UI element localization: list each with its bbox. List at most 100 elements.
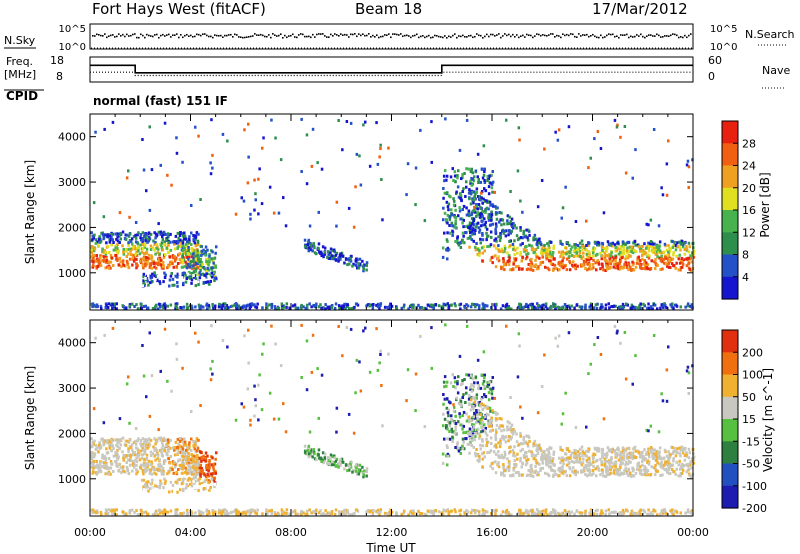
power-cell	[294, 306, 298, 310]
power-cell	[568, 243, 571, 247]
power-cell	[195, 250, 198, 254]
nsky-point	[526, 33, 528, 36]
velocity-cell	[483, 393, 486, 397]
nsky-trace	[92, 33, 692, 39]
nsky-point	[572, 33, 574, 36]
power-cell	[658, 244, 661, 248]
power-cell	[516, 246, 519, 250]
power-cell	[252, 303, 255, 307]
velocity-cell	[456, 382, 459, 386]
velocity-cell	[134, 446, 138, 450]
power-cell	[352, 262, 355, 266]
power-cell	[270, 118, 273, 122]
power-cell	[355, 152, 359, 156]
power-cell	[480, 191, 483, 195]
power-cell	[678, 240, 681, 244]
power-cell	[133, 305, 136, 308]
power-cell	[136, 264, 139, 268]
velocity-cell	[189, 458, 193, 462]
power-cell	[525, 249, 528, 253]
power-cell	[142, 279, 145, 283]
velocity-cell	[209, 472, 213, 476]
power-cell	[426, 303, 430, 307]
velocity-cell	[117, 469, 121, 473]
velocity-cell	[499, 424, 502, 428]
velocity-cell	[666, 470, 669, 474]
power-cell	[303, 238, 307, 242]
velocity-cell	[92, 455, 96, 459]
power-cell	[560, 250, 564, 254]
power-cell	[136, 307, 140, 311]
velocity-cell	[145, 468, 149, 472]
power-cell	[613, 118, 617, 122]
power-cell	[481, 214, 484, 218]
power-cell	[568, 268, 572, 272]
power-cell	[119, 232, 122, 236]
power-cell	[620, 256, 624, 260]
velocity-cell	[154, 447, 157, 451]
velocity-cell	[481, 465, 484, 469]
power-cell	[594, 261, 597, 265]
power-cell	[105, 260, 108, 264]
power-cell	[460, 217, 464, 221]
power-cell	[146, 237, 149, 241]
power-cell	[541, 255, 544, 259]
power-cell	[140, 238, 143, 242]
power-cell	[660, 186, 663, 190]
velocity-cell	[154, 438, 158, 442]
velocity-cell	[130, 443, 134, 447]
velocity-cell	[478, 418, 482, 422]
velocity-cell	[176, 451, 180, 455]
velocity-cell	[208, 488, 211, 492]
velocity-cell	[654, 473, 657, 477]
power-cell	[567, 125, 571, 129]
power-cell	[550, 305, 553, 309]
power-cell	[190, 204, 193, 207]
beam-title: Beam 18	[355, 0, 422, 18]
power-cell	[597, 260, 600, 264]
power-cell	[187, 249, 190, 253]
power-cell	[118, 241, 121, 244]
power-cell	[94, 265, 97, 269]
nsky-point	[434, 34, 436, 37]
power-cell	[188, 235, 191, 239]
power-cell	[601, 241, 604, 245]
nsky-point	[190, 34, 192, 37]
velocity-cell	[527, 458, 530, 462]
velocity-cell	[454, 446, 457, 449]
velocity-cell	[597, 468, 601, 472]
power-cell	[662, 257, 666, 261]
power-cell	[453, 174, 457, 178]
velocity-cell	[576, 470, 579, 474]
power-cell	[489, 174, 493, 177]
nsky-point	[614, 35, 616, 38]
power-cell	[237, 307, 240, 311]
velocity-cell	[682, 464, 686, 468]
velocity-cell	[168, 490, 171, 494]
power-cell	[652, 128, 656, 131]
velocity-cell	[480, 419, 484, 423]
velocity-cell	[478, 455, 481, 458]
power-cell	[633, 239, 637, 243]
power-cell	[549, 261, 553, 265]
power-cell	[254, 192, 257, 196]
velocity-cell	[197, 462, 201, 465]
velocity-cell	[149, 438, 153, 442]
power-cell	[454, 219, 457, 223]
velocity-cell	[644, 457, 648, 461]
velocity-cell	[453, 380, 457, 384]
nsky-point	[498, 33, 500, 35]
velocity-cell	[477, 432, 481, 436]
velocity-cell	[329, 457, 332, 461]
nsky-point	[178, 36, 180, 39]
power-cell	[190, 250, 194, 254]
power-cell	[135, 262, 138, 266]
power-cell	[471, 226, 475, 230]
nsky-point	[344, 33, 346, 36]
velocity-cell	[688, 473, 692, 477]
power-cell	[437, 304, 441, 308]
power-cell	[573, 306, 576, 310]
velocity-cell	[477, 401, 480, 404]
velocity-cell	[93, 453, 97, 457]
power-cell	[570, 245, 574, 249]
